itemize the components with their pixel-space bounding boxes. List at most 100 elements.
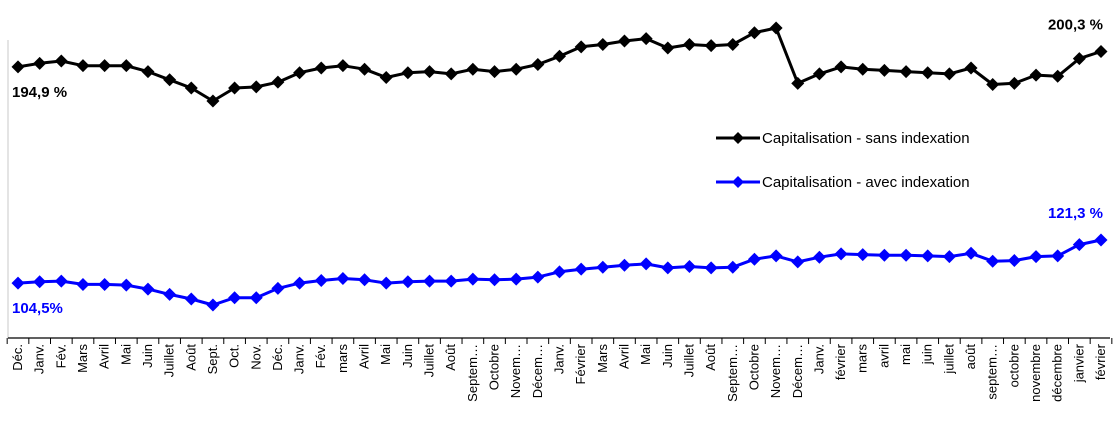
data-point xyxy=(942,250,956,264)
data-point xyxy=(661,41,675,55)
x-tick-label: Sept. xyxy=(205,344,220,374)
data-point xyxy=(1007,254,1021,268)
data-point xyxy=(1094,233,1108,247)
data-point xyxy=(293,66,307,80)
data-point xyxy=(379,70,393,84)
x-tick-label: Août xyxy=(703,344,718,371)
data-point xyxy=(921,249,935,263)
data-point xyxy=(509,272,523,286)
x-tick-label: Janv. xyxy=(32,344,47,374)
data-point xyxy=(964,61,978,75)
data-point xyxy=(726,260,740,274)
data-point xyxy=(553,49,566,63)
data-point xyxy=(856,62,870,76)
axes: Déc. Janv. Fév. Mars Avril Mai Juin Juillet Août… xyxy=(6,40,1113,402)
x-tick-label: Août xyxy=(443,344,458,371)
data-point xyxy=(596,37,610,51)
data-point xyxy=(574,262,588,276)
x-tick-label: Septem… xyxy=(465,344,480,402)
data-point xyxy=(596,260,610,274)
data-point xyxy=(617,258,631,272)
data-point xyxy=(488,273,502,287)
data-label: 194,9 % xyxy=(12,84,67,101)
data-point xyxy=(509,62,523,76)
data-point xyxy=(444,67,458,81)
data-point xyxy=(98,59,112,73)
data-point xyxy=(1029,250,1043,264)
x-tick-label: Juin xyxy=(660,344,675,368)
data-point xyxy=(899,248,913,262)
data-point xyxy=(1051,249,1065,263)
data-point xyxy=(921,66,935,80)
data-point xyxy=(531,270,545,284)
data-point xyxy=(1007,76,1021,90)
legend: Capitalisation - sans indexation Capitali… xyxy=(716,130,970,191)
data-point xyxy=(574,40,588,54)
x-tick-label: mars xyxy=(855,344,870,373)
x-tick-label: Mars xyxy=(595,344,610,373)
data-point xyxy=(184,81,198,95)
data-point xyxy=(249,291,263,305)
data-point xyxy=(747,252,761,266)
x-tick-label: avril xyxy=(876,344,891,368)
data-point xyxy=(358,273,372,287)
data-point xyxy=(423,65,437,79)
data-point xyxy=(163,73,177,87)
x-tick-label: novembre xyxy=(1028,344,1043,402)
data-point xyxy=(942,67,956,81)
data-point xyxy=(682,37,696,51)
data-point xyxy=(11,276,25,290)
x-tick-label: Janv. xyxy=(292,344,307,374)
data-point xyxy=(617,34,631,48)
x-tick-label: Octobre xyxy=(487,344,502,390)
x-tick-label: Novem… xyxy=(768,344,783,398)
x-tick-label: Fév. xyxy=(313,344,328,368)
x-tick-label: Avril xyxy=(357,344,372,369)
data-point xyxy=(1072,52,1086,66)
data-point xyxy=(423,274,437,288)
data-point xyxy=(184,292,198,306)
data-point xyxy=(877,63,891,77)
data-point xyxy=(747,26,761,40)
data-point xyxy=(33,56,47,70)
data-point xyxy=(726,37,740,51)
x-tick-label: Décem… xyxy=(790,344,805,398)
data-point xyxy=(293,276,307,290)
x-tick-label: octobre xyxy=(1006,344,1021,387)
data-point xyxy=(639,257,653,271)
x-tick-label: Avril xyxy=(97,344,112,369)
series-layer xyxy=(11,21,1108,312)
x-tick-label: Juin xyxy=(140,344,155,368)
x-tick-label: Déc. xyxy=(270,344,285,371)
x-tick-label: juillet xyxy=(941,344,956,375)
x-tick-label: Mai xyxy=(118,344,133,365)
data-point xyxy=(76,59,90,73)
x-tick-label: Fév. xyxy=(53,344,68,368)
x-tick-label: Mai xyxy=(638,344,653,365)
x-tick-label: Juillet xyxy=(422,344,437,378)
data-point xyxy=(228,291,242,305)
data-point xyxy=(379,276,393,290)
data-point xyxy=(553,265,566,279)
data-point xyxy=(206,298,220,312)
data-point xyxy=(358,62,372,76)
x-tick-label: Septem… xyxy=(725,344,740,402)
data-point xyxy=(812,250,826,264)
data-point xyxy=(249,80,263,94)
data-point xyxy=(791,76,805,90)
data-point xyxy=(314,61,328,75)
data-point xyxy=(1051,69,1065,83)
x-tick-label: Oct. xyxy=(227,344,242,368)
x-tick-label: Juin xyxy=(400,344,415,368)
data-point xyxy=(119,59,133,73)
x-tick-label: Février xyxy=(573,343,588,384)
x-tick-label: septem… xyxy=(985,344,1000,400)
x-tick-label: juin xyxy=(920,344,935,365)
data-point xyxy=(33,275,47,289)
x-tick-label: Octobre xyxy=(746,344,761,390)
data-point xyxy=(682,260,696,274)
x-tick-label: février xyxy=(1093,343,1108,380)
data-point xyxy=(466,62,480,76)
data-point xyxy=(877,248,891,262)
